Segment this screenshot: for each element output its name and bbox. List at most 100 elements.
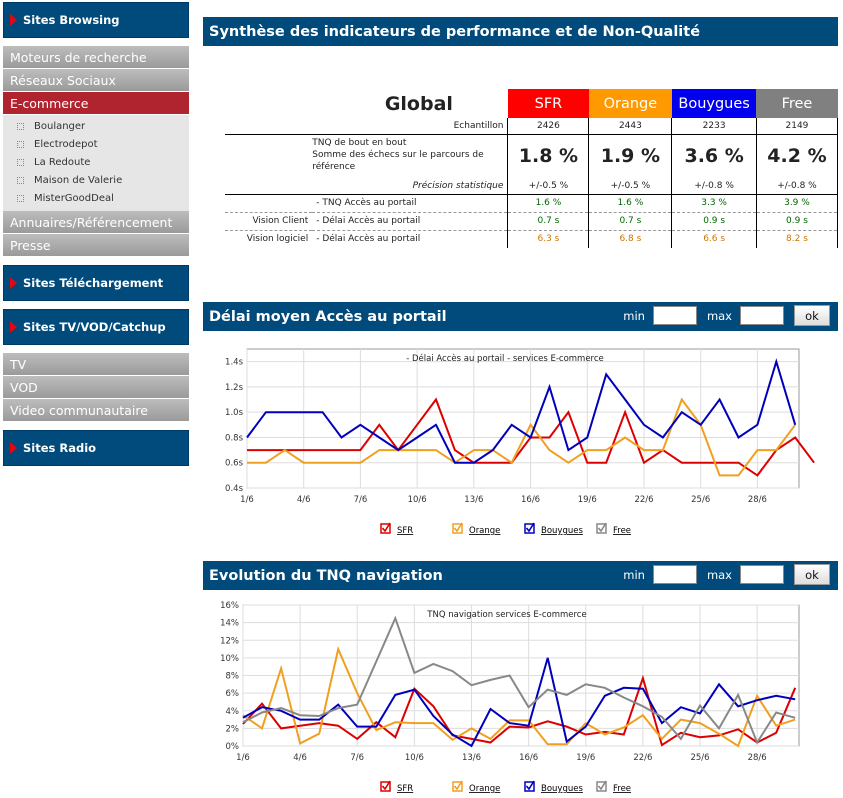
y-tick-label: 2% — [226, 724, 240, 734]
series-line-orange — [247, 397, 797, 477]
y-tick-label: 0.4s — [225, 484, 244, 494]
y-tick-label: 10% — [220, 654, 239, 664]
legend-label[interactable]: Orange — [469, 784, 500, 794]
check-icon — [597, 522, 607, 533]
delai-range-controls: min max ok — [623, 305, 830, 326]
row-value: 8.2 s — [755, 230, 839, 248]
sidebar-section-browsing[interactable]: Sites Browsing — [3, 2, 189, 38]
evolution-title-bar: Evolution du TNQ navigation min max ok — [203, 561, 838, 590]
evolution-range-controls: min max ok — [623, 564, 830, 585]
sidebar-subitem-la-redoute[interactable]: La Redoute — [3, 153, 189, 171]
y-tick-label: 6% — [226, 689, 240, 699]
delai-title: Délai moyen Accès au portail — [209, 308, 447, 325]
max-label: max — [706, 567, 732, 582]
precision-value: +/-0.8 % — [755, 178, 839, 194]
bullet-icon — [17, 194, 24, 202]
legend-swatch — [524, 781, 535, 792]
x-tick-label: 19/6 — [576, 753, 595, 763]
sidebar-item-reseaux-sociaux[interactable]: Réseaux Sociaux — [3, 69, 189, 92]
row-value: 0.9 s — [671, 212, 757, 230]
max-input[interactable] — [740, 565, 784, 584]
sidebar-subitem-electrodepot[interactable]: Electrodepot — [3, 135, 189, 153]
sidebar-subitems: Boulanger Electrodepot La Redoute Maison… — [3, 115, 189, 211]
arrow-right-icon — [10, 321, 17, 333]
ok-button[interactable]: ok — [794, 564, 830, 585]
x-tick-label: 22/6 — [633, 753, 652, 763]
x-tick-label: 28/6 — [748, 753, 767, 763]
sidebar-subitem-mistergooddeal[interactable]: MisterGoodDeal — [3, 189, 189, 207]
x-tick-label: 7/6 — [350, 753, 364, 763]
delai-title-bar: Délai moyen Accès au portail min max ok — [203, 302, 838, 331]
legend-label[interactable]: Orange — [469, 526, 500, 536]
sidebar-item-presse[interactable]: Presse — [3, 234, 189, 257]
sidebar-item-moteurs[interactable]: Moteurs de recherche — [3, 46, 189, 69]
sidebar-subitem-maison-de-valerie[interactable]: Maison de Valerie — [3, 171, 189, 189]
check-icon — [453, 780, 463, 791]
check-icon — [381, 780, 391, 791]
x-tick-label: 10/6 — [405, 753, 424, 763]
chart-title: TNQ navigation services E-commerce — [426, 610, 586, 620]
arrow-right-icon — [10, 442, 17, 454]
sidebar-section-radio[interactable]: Sites Radio — [3, 430, 189, 466]
legend-label[interactable]: SFR — [397, 784, 413, 794]
min-label: min — [623, 567, 645, 582]
legend-label[interactable]: Bouygues — [541, 526, 583, 536]
y-tick-label: 0.8s — [225, 433, 244, 443]
precision-value: +/-0.8 % — [671, 178, 757, 194]
legend-label[interactable]: Free — [613, 526, 631, 536]
row-value: 6.6 s — [671, 230, 757, 248]
precision-value: +/-0.5 % — [507, 178, 589, 194]
check-icon — [525, 522, 535, 533]
legend-swatch — [596, 781, 607, 792]
plot-area — [246, 348, 800, 489]
row-label: - TNQ Accès au portail — [316, 198, 417, 208]
sidebar-section-tv-vod[interactable]: Sites TV/VOD/Catchup — [3, 309, 189, 345]
row-group-label: Vision logiciel — [246, 234, 309, 245]
y-tick-label: 16% — [220, 601, 239, 611]
legend-swatch — [596, 523, 607, 534]
tnq-value: 1.9 % — [588, 134, 672, 178]
x-tick-label: 7/6 — [354, 495, 368, 505]
legend-label[interactable]: SFR — [397, 526, 413, 536]
series-line-orange — [242, 645, 796, 748]
sidebar-item-vod[interactable]: VOD — [3, 376, 189, 399]
legend-label[interactable]: Free — [613, 784, 631, 794]
operator-header-bouygues: Bouygues — [671, 89, 757, 118]
legend-label[interactable]: Bouygues — [541, 784, 583, 794]
kpi-table: Global SFR Orange Bouygues Free Echantil… — [225, 89, 839, 248]
operator-header-orange: Orange — [588, 89, 672, 118]
operator-header-sfr: SFR — [507, 89, 589, 118]
min-label: min — [623, 308, 645, 323]
min-input[interactable] — [652, 565, 697, 584]
x-tick-label: 13/6 — [462, 753, 481, 763]
ok-button[interactable]: ok — [794, 305, 830, 326]
row-value: 6.8 s — [588, 230, 672, 248]
row-value: 6.3 s — [507, 230, 589, 248]
row-group-label: Vision Client — [252, 216, 309, 226]
x-tick-label: 13/6 — [464, 495, 483, 505]
precision-label: Précision statistique — [412, 180, 504, 191]
row-value: 3.3 % — [671, 194, 757, 212]
legend-swatch — [380, 781, 391, 792]
sidebar-section-telechargement[interactable]: Sites Téléchargement — [3, 265, 189, 301]
synthese-panel: Synthèse des indicateurs de performance … — [203, 17, 839, 262]
y-tick-label: 4% — [226, 707, 240, 717]
min-input[interactable] — [652, 306, 697, 325]
row-value: 1.6 % — [588, 194, 672, 212]
chart-title: - Délai Accès au portail - services E-co… — [406, 353, 604, 364]
x-tick-label: 16/6 — [519, 753, 538, 763]
max-input[interactable] — [740, 306, 784, 325]
max-label: max — [706, 308, 732, 323]
y-tick-label: 8% — [226, 672, 240, 682]
sidebar-item-tv[interactable]: TV — [3, 353, 189, 376]
sidebar-subitem-boulanger[interactable]: Boulanger — [3, 117, 189, 135]
sidebar-item-annuaires[interactable]: Annuaires/Référencement — [3, 211, 189, 234]
y-tick-label: 0% — [226, 742, 240, 752]
y-tick-label: 14% — [220, 619, 239, 629]
sidebar-item-video-communautaire[interactable]: Video communautaire — [3, 399, 189, 422]
check-icon — [525, 780, 535, 791]
x-tick-label: 4/6 — [293, 753, 307, 763]
y-tick-label: 0.6s — [225, 459, 244, 469]
sidebar-item-ecommerce[interactable]: E-commerce — [3, 92, 189, 115]
row-label: - Délai Accès au portail — [316, 216, 421, 226]
